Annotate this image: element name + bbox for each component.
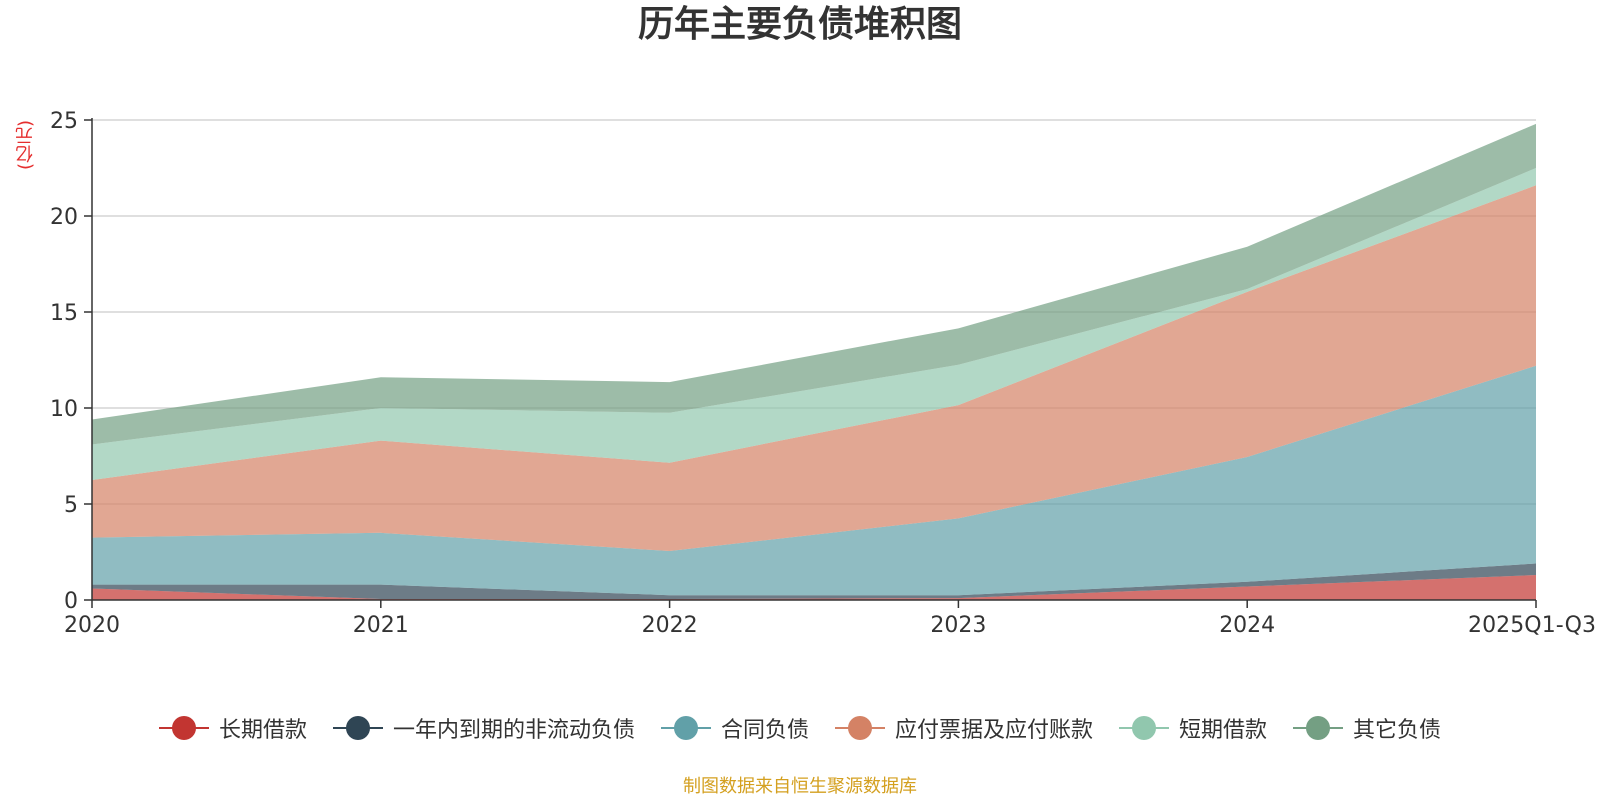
stacked-areas <box>92 121 1539 600</box>
axes: 0 5 10 15 20 25 2020 2021 2022 2023 2024 2025Q1-Q3 <box>50 109 1596 638</box>
area-series-4[interactable] <box>92 168 1536 480</box>
y-tick-label-10: 10 <box>50 397 78 422</box>
data-point-5-4[interactable] <box>1244 244 1250 250</box>
data-source-note: 制图数据来自恒生聚源数据库 <box>683 776 917 797</box>
y-axis-unit-label: (亿元) <box>15 120 36 171</box>
legend-dot <box>1132 716 1157 740</box>
legend-dot <box>171 716 196 740</box>
x-tick-label-1: 2021 <box>353 613 409 638</box>
legend-dot <box>848 716 872 740</box>
area-series-1[interactable] <box>92 563 1536 600</box>
legend-item-3[interactable]: 应付票据及应付账款 <box>835 712 1093 744</box>
y-tick-label-0: 0 <box>64 589 78 614</box>
legend-marker-icon <box>835 715 885 741</box>
area-series-3[interactable] <box>92 185 1536 552</box>
legend-item-1[interactable]: 一年内到期的非流动负债 <box>332 712 635 744</box>
y-tick-label-20: 20 <box>50 205 78 230</box>
data-point-5-5[interactable] <box>1533 121 1539 127</box>
data-point-5-1[interactable] <box>378 374 384 380</box>
legend-dot <box>345 716 370 740</box>
legend-marker-icon <box>158 715 209 741</box>
chart-legend: 长期借款 一年内到期的非流动负债 合同负债 应付票据及应付账款 短期借款 其它负债 <box>0 712 1600 744</box>
x-tick-label-3: 2023 <box>930 613 986 638</box>
legend-label: 长期借款 <box>218 718 307 743</box>
legend-marker-icon <box>660 715 711 741</box>
legend-label: 短期借款 <box>1179 718 1268 743</box>
area-series-5[interactable] <box>92 123 1536 445</box>
data-point-5-3[interactable] <box>955 325 961 331</box>
y-tick-label-25: 25 <box>50 109 78 134</box>
legend-label: 应付票据及应付账款 <box>895 718 1094 743</box>
area-series-2[interactable] <box>92 365 1536 596</box>
legend-label: 合同负债 <box>720 718 809 743</box>
legend-label: 其它负债 <box>1353 718 1442 743</box>
legend-item-5[interactable]: 其它负债 <box>1293 712 1441 744</box>
data-point-5-2[interactable] <box>667 379 673 385</box>
legend-marker-icon <box>332 715 383 741</box>
x-tick-label-5: 2025Q1-Q3 <box>1468 613 1596 638</box>
y-tick-label-5: 5 <box>64 493 78 518</box>
legend-item-4[interactable]: 短期借款 <box>1119 712 1267 744</box>
legend-item-0[interactable]: 长期借款 <box>158 712 307 744</box>
chart-title: 历年主要负债堆积图 <box>637 4 962 45</box>
legend-item-2[interactable]: 合同负债 <box>660 712 809 744</box>
y-tick-label-15: 15 <box>50 301 78 326</box>
x-tick-label-4: 2024 <box>1219 613 1275 638</box>
area-series-0[interactable] <box>92 575 1536 600</box>
x-tick-label-0: 2020 <box>64 613 120 638</box>
legend-marker-icon <box>1119 715 1170 741</box>
legend-dot <box>1306 716 1331 740</box>
x-tick-label-2: 2022 <box>642 613 698 638</box>
legend-label: 一年内到期的非流动负债 <box>392 718 635 743</box>
legend-dot <box>673 716 698 740</box>
legend-marker-icon <box>1293 715 1344 741</box>
